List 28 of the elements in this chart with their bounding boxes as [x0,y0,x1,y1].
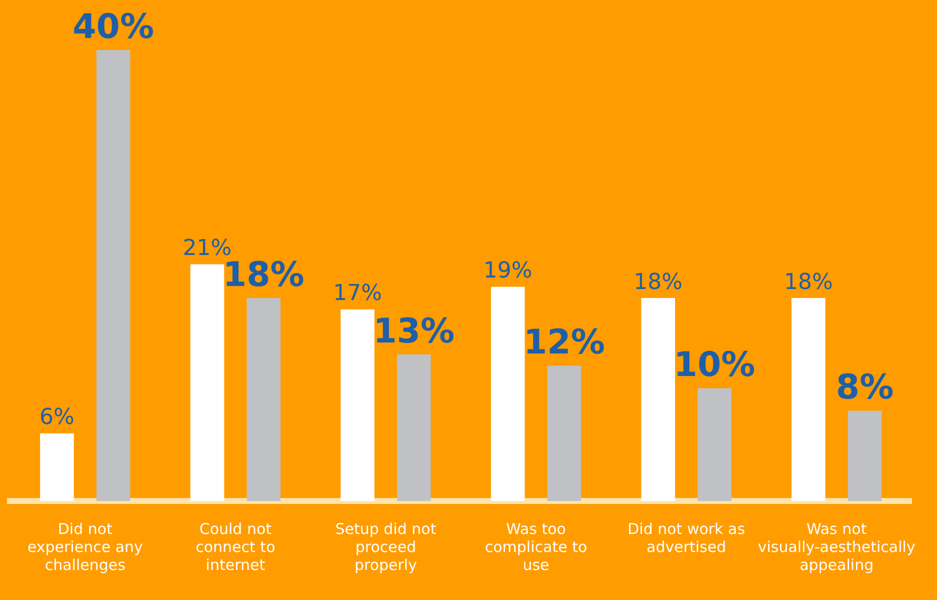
data-label: 13% [373,311,455,352]
bar [490,286,525,501]
x-tick-label: Did not work as advertised [628,520,746,556]
bar [397,354,431,501]
data-label: 12% [524,322,605,363]
data-label: 17% [333,281,382,306]
data-label: 40% [72,6,154,47]
bar [40,433,74,501]
bar [792,298,826,501]
bar [190,264,224,501]
data-label: 18% [634,270,683,295]
bar [698,388,732,501]
data-label: 18% [784,270,833,295]
data-label: 8% [836,368,894,408]
bar [340,309,374,501]
bar [547,366,582,501]
data-label: 10% [674,345,756,386]
x-tick-label: Could not connect to internet [196,520,276,574]
x-tick-label: Was too complicate to use [484,520,588,574]
x-tick-label: Setup did not proceed properly [335,520,436,574]
bar [246,298,281,501]
bar [641,298,676,501]
x-tick-label: Was not visually-aesthetically appealing [758,520,916,574]
bar [96,50,130,501]
x-tick-label: Did not experience any challenges [27,520,144,574]
data-label: 6% [40,405,74,430]
data-label: 19% [483,258,532,284]
bar [848,410,882,501]
